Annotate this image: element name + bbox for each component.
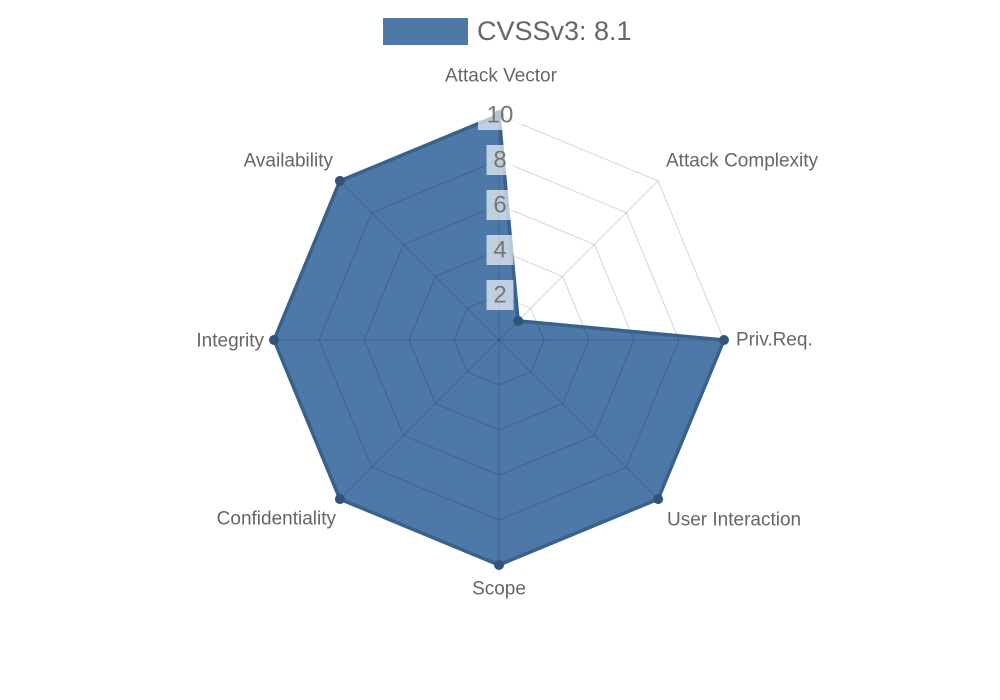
radar-axis-spoke <box>339 339 500 500</box>
legend-label: CVSSv3: 8.1 <box>477 16 632 46</box>
radar-data-point[interactable] <box>513 315 524 326</box>
radar-grid-ring <box>453 294 545 386</box>
axis-label-user-interaction: User Interaction <box>667 510 801 531</box>
axis-label-availability: Availability <box>244 151 334 172</box>
tick-label: 8 <box>493 147 506 174</box>
tick-backdrop <box>486 235 514 265</box>
axis-label-attack-vector: Attack Vector <box>445 66 558 87</box>
radar-data-point[interactable] <box>334 494 345 505</box>
tick-label: 10 <box>487 102 514 129</box>
radar-data-point[interactable] <box>269 335 279 345</box>
axis-label-integrity: Integrity <box>196 331 264 352</box>
tick-label: 4 <box>493 237 506 264</box>
axis-label-attack-complexity: Attack Complexity <box>666 151 819 172</box>
radar-data-point[interactable] <box>334 175 345 186</box>
chart-legend[interactable]: CVSSv3: 8.1 <box>383 18 632 45</box>
radar-data-point[interactable] <box>653 494 664 505</box>
radar-data-point[interactable] <box>494 560 504 570</box>
legend-swatch <box>383 18 468 45</box>
radar-grid-ring <box>318 159 680 521</box>
radar-axis-spoke <box>339 180 500 341</box>
radar-grid-ring <box>363 204 635 476</box>
tick-backdrop <box>478 100 522 130</box>
radar-axis-spoke <box>498 180 659 341</box>
tick-label: 6 <box>493 192 506 219</box>
tick-backdrop <box>486 190 514 220</box>
tick-label: 2 <box>493 282 506 309</box>
axis-label-scope: Scope <box>472 579 526 600</box>
tick-backdrop <box>486 280 514 310</box>
radar-axis-spoke <box>498 339 659 500</box>
radar-grid-ring <box>408 249 590 431</box>
axis-label-priv-req: Priv.Req. <box>736 330 813 351</box>
radar-data-area <box>274 115 724 565</box>
axis-label-confidentiality: Confidentiality <box>217 509 337 530</box>
tick-backdrop <box>486 145 514 175</box>
radar-data-point[interactable] <box>719 335 729 345</box>
